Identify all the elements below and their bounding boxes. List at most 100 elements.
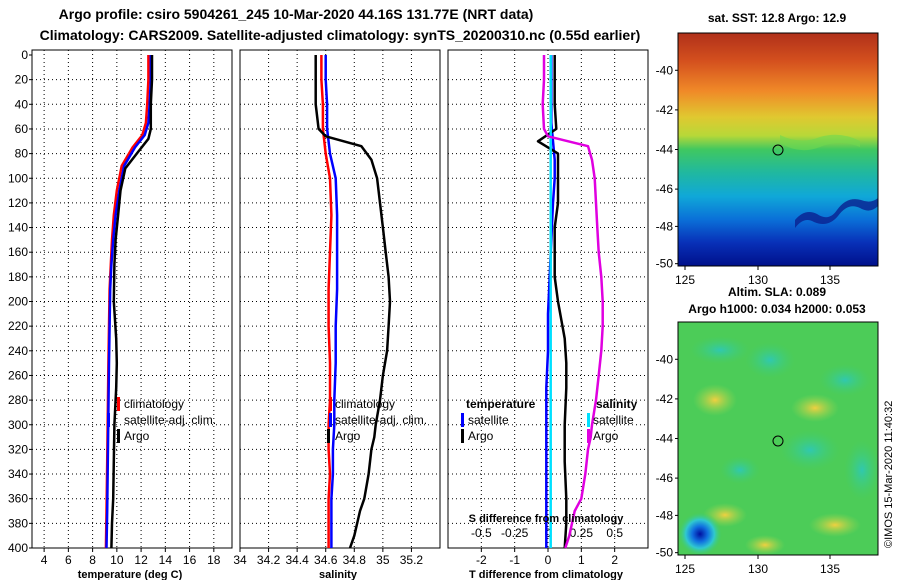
x-tick-label: -2 (476, 553, 487, 567)
argo-location-marker (772, 435, 784, 447)
sla-anomaly (844, 440, 880, 500)
y-tick-label: 380 (8, 516, 28, 530)
legend-label-satellite: satellite-adj. clim. (335, 413, 427, 427)
lat-tick-label: -48 (656, 508, 674, 522)
difference-legend-salinity: salinity satellite Argo (587, 397, 638, 443)
lat-tick-label: -46 (656, 471, 674, 485)
lon-tick-label: 135 (820, 562, 840, 576)
lat-tick-label: -44 (656, 432, 674, 446)
panel-frame (239, 49, 441, 549)
x-tick-label: 1 (578, 553, 585, 567)
figure-title-line2: Climatology: CARS2009. Satellite-adjuste… (40, 27, 641, 43)
x-tick-label: 0 (545, 553, 552, 567)
salinity-legend: climatology satellite-adj. clim. Argo (327, 397, 427, 443)
x-tick-label: 10 (110, 553, 124, 567)
legend-swatch-t-argo (461, 429, 464, 443)
series-line-salinity-argo (541, 55, 604, 549)
temperature-legend: climatology satellite-adj. clim. Argo (107, 397, 216, 443)
legend-swatch-satellite (107, 413, 110, 427)
legend-label-s-argo: Argo (593, 429, 619, 443)
y-tick-label: 0 (21, 48, 28, 62)
sla-map-title-line2: Argo h1000: 0.034 h2000: 0.053 (688, 302, 866, 316)
x-tick-label: 34.2 (257, 553, 281, 567)
x-tick-label: 34.8 (343, 553, 367, 567)
y-tick-label: 120 (8, 196, 28, 210)
lon-tick-label: 135 (820, 273, 840, 287)
sst-cold-filament (795, 198, 878, 228)
legend-label-satellite: satellite-adj. clim. (124, 413, 216, 427)
top-tick-label: 0 (545, 526, 552, 540)
y-tick-label: 40 (15, 97, 29, 111)
sla-anomaly (745, 342, 795, 378)
lat-tick-label: -50 (656, 546, 674, 560)
sst-map: sat. SST: 12.8 Argo: 12.9 125 130 135 -40 -4… (656, 11, 879, 287)
x-tick-label: 34.4 (285, 553, 309, 567)
legend-label-s-satellite: satellite (593, 413, 634, 427)
lat-tick-label: -48 (656, 219, 674, 233)
lat-tick-label: -46 (656, 182, 674, 196)
x-tick-label: 4 (41, 553, 48, 567)
lon-tick-label: 125 (675, 562, 695, 576)
salinity-profile-panel: 34 34.2 34.4 34.6 34.8 35 35.2 (233, 49, 441, 567)
legend-label-t-argo: Argo (468, 429, 494, 443)
legend-label-t-satellite: satellite (468, 413, 509, 427)
y-tick-label: 360 (8, 492, 28, 506)
argo-location-marker (772, 144, 784, 156)
x-tick-label: 34.6 (314, 553, 338, 567)
t-difference-axis-label: T difference from climatology (469, 569, 624, 580)
legend-swatch-t-satellite (461, 413, 464, 427)
y-tick-label: 20 (15, 73, 29, 87)
sla-map-title-line1: Altim. SLA: 0.089 (728, 285, 826, 299)
legend-swatch-satellite (329, 413, 332, 427)
legend-swatch-climatology (329, 397, 332, 411)
legend-label-climatology: climatology (124, 397, 184, 411)
sst-map-axes: 125 130 135 -40 -42 -44 -46 -48 -50 (656, 63, 841, 287)
x-tick-label: 16 (183, 553, 197, 567)
y-tick-label: 240 (8, 344, 28, 358)
top-tick-label: -0.5 (471, 526, 492, 540)
legend-heading-temperature: temperature (466, 397, 536, 411)
y-tick-label: 180 (8, 270, 28, 284)
x-tick-label: 35 (376, 553, 390, 567)
lon-tick-label: 130 (748, 273, 768, 287)
top-tick-label: -0.25 (501, 526, 529, 540)
legend-swatch-s-argo (587, 429, 590, 443)
lat-tick-label: -42 (656, 103, 674, 117)
lat-tick-label: -40 (656, 352, 674, 366)
legend-swatch-argo (327, 429, 330, 443)
y-tick-label: 100 (8, 171, 28, 185)
x-tick-label: 6 (65, 553, 72, 567)
x-tick-label: 12 (134, 553, 148, 567)
temperature-axis-label: temperature (deg C) (78, 569, 183, 580)
lat-tick-label: -40 (656, 63, 674, 77)
s-difference-axis-label: S difference from climatology (469, 513, 625, 525)
y-tick-label: 80 (15, 147, 29, 161)
sst-front (780, 134, 860, 151)
sla-map: Altim. SLA: 0.089 Argo h1000: 0.034 h200… (656, 285, 880, 576)
y-tick-label: 280 (8, 393, 28, 407)
y-tick-label: 140 (8, 221, 28, 235)
series-line-climatology (320, 55, 333, 548)
x-tick-label: 2 (611, 553, 618, 567)
series-line-argo (110, 55, 154, 549)
lon-tick-label: 125 (675, 273, 695, 287)
imos-stamp: ©IMOS 15-Mar-2020 11:40:32 (883, 401, 895, 548)
figure-title-line1: Argo profile: csiro 5904261_245 10-Mar-2… (59, 6, 534, 22)
legend-label-argo: Argo (124, 429, 150, 443)
y-tick-label: 200 (8, 295, 28, 309)
difference-legend-temperature: temperature satellite Argo (461, 397, 536, 443)
legend-label-climatology: climatology (335, 397, 395, 411)
sla-map-axes: 125 130 135 -40 -42 -44 -46 -48 -50 (656, 352, 841, 576)
sst-map-title: sat. SST: 12.8 Argo: 12.9 (708, 11, 847, 25)
legend-swatch-s-satellite (587, 413, 590, 427)
legend-swatch-argo (117, 429, 120, 443)
sla-anomaly (809, 513, 861, 537)
panel-frame (31, 49, 233, 549)
top-tick-label: 0.25 (570, 526, 594, 540)
legend-swatch-climatology (117, 397, 120, 411)
y-tick-label: 300 (8, 418, 28, 432)
sla-anomaly (819, 364, 871, 396)
lon-tick-label: 130 (748, 562, 768, 576)
sla-anomaly (720, 456, 760, 484)
